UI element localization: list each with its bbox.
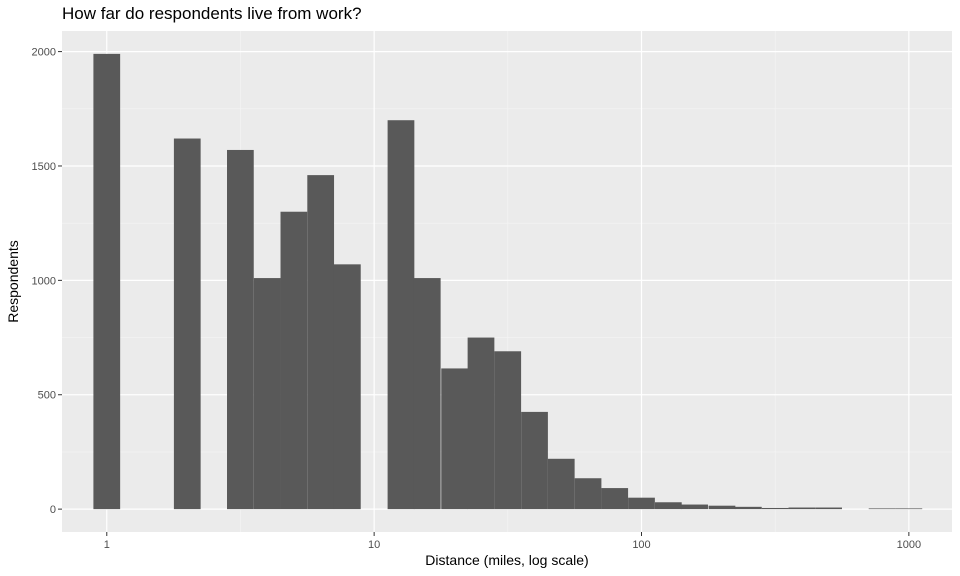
histogram-bar	[307, 175, 335, 510]
y-tick-label: 0	[50, 504, 56, 516]
x-axis: 1 10 100 1000	[104, 532, 921, 551]
y-axis: 0 500 1000 1500 2000	[32, 47, 62, 516]
histogram-bar	[574, 478, 602, 510]
histogram-bar	[413, 278, 441, 510]
histogram-bar	[387, 120, 415, 510]
x-tick-label: 1000	[897, 539, 921, 551]
histogram-bar	[547, 458, 575, 510]
histogram-bar	[441, 368, 468, 510]
y-tick-label: 500	[38, 390, 56, 402]
histogram-bar	[815, 507, 842, 510]
histogram-bar	[173, 138, 201, 510]
y-tick-label: 1000	[32, 275, 56, 287]
y-tick-label: 2000	[32, 47, 56, 59]
histogram-bars	[93, 53, 923, 510]
histogram-bar	[895, 508, 923, 510]
histogram-bar	[708, 505, 736, 510]
histogram-bar	[253, 278, 281, 510]
x-tick-label: 1	[104, 539, 110, 551]
histogram-bar	[494, 351, 522, 510]
histogram-bar	[761, 507, 789, 510]
histogram-bar	[654, 502, 682, 510]
histogram-bar	[868, 508, 896, 510]
x-axis-title: Distance (miles, log scale)	[425, 552, 588, 568]
histogram-bar	[681, 504, 708, 510]
y-tick-label: 1500	[32, 161, 56, 173]
x-tick-label: 10	[368, 539, 380, 551]
chart-title: How far do respondents live from work?	[62, 4, 362, 23]
histogram-bar	[467, 337, 495, 510]
histogram-bar	[521, 411, 548, 510]
histogram-bar	[788, 507, 816, 510]
histogram-bar	[227, 149, 254, 510]
histogram-bar	[601, 488, 629, 510]
histogram-bar	[93, 53, 121, 510]
histogram-bar	[333, 264, 361, 510]
histogram-bar	[280, 211, 308, 510]
x-tick-label: 100	[632, 539, 650, 551]
histogram-bar	[734, 506, 762, 510]
y-axis-title: Respondents	[5, 240, 21, 323]
histogram-bar	[628, 497, 655, 510]
